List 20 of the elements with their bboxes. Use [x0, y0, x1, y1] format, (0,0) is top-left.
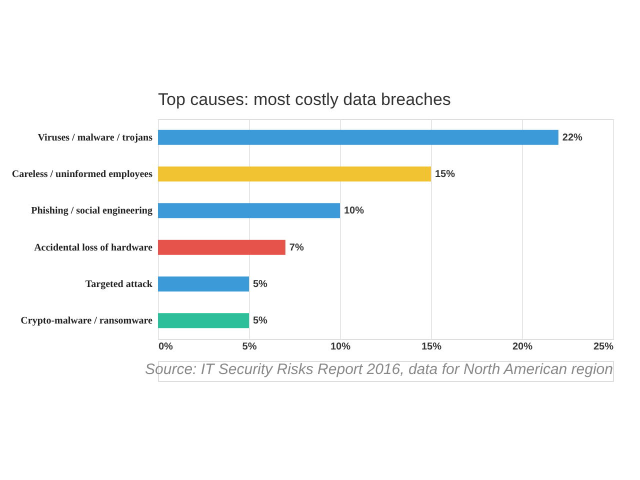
y-tick-label: Targeted attack [85, 279, 153, 290]
x-tick-label: 5% [242, 342, 257, 352]
y-tick-label: Viruses / malware / trojans [38, 132, 153, 144]
chart-title: Top causes: most costly data breaches [158, 90, 451, 109]
x-tick-label: 0% [158, 342, 174, 352]
y-tick-label: Phishing / social engineering [31, 206, 152, 217]
x-tick-label: 20% [512, 342, 533, 352]
y-tick-label: Careless / uninformed employees [12, 169, 153, 180]
data-label: 10% [344, 206, 364, 217]
x-tick-label: 25% [593, 342, 614, 352]
data-label: 22% [562, 132, 583, 144]
data-label: 15% [435, 169, 456, 180]
y-tick-label: Crypto-malware / ransomware [20, 316, 154, 327]
data-label: 5% [253, 279, 268, 290]
data-label: 5% [253, 316, 268, 327]
source-note: Source: IT Security Risks Report 2016, data for North American region [145, 361, 613, 378]
x-tick-label: 15% [421, 342, 442, 352]
data-label: 7% [289, 242, 304, 254]
y-tick-label: Accidental loss of hardware [34, 242, 154, 254]
x-tick-label: 10% [330, 342, 351, 352]
